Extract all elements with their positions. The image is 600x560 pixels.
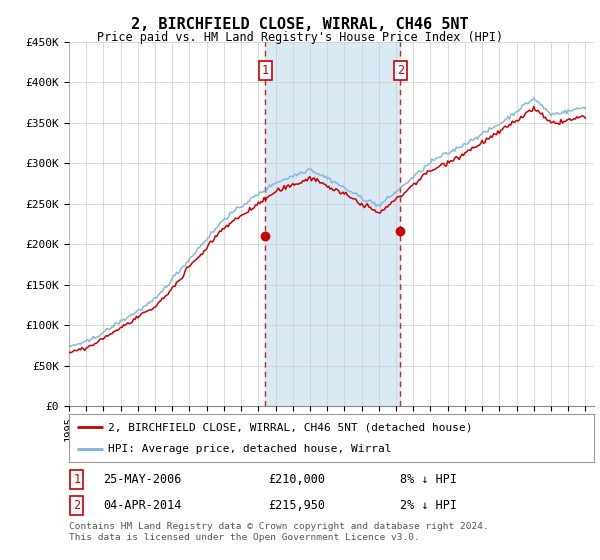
Text: £215,950: £215,950 — [269, 499, 325, 512]
Text: 04-APR-2014: 04-APR-2014 — [103, 499, 182, 512]
Bar — [265, 42, 400, 406]
Text: HPI: Average price, detached house, Wirral: HPI: Average price, detached house, Wirr… — [109, 444, 392, 454]
Text: 1: 1 — [262, 64, 269, 77]
Text: Contains HM Land Registry data © Crown copyright and database right 2024.
This d: Contains HM Land Registry data © Crown c… — [69, 522, 489, 542]
Text: 2: 2 — [397, 64, 404, 77]
Text: 2, BIRCHFIELD CLOSE, WIRRAL, CH46 5NT: 2, BIRCHFIELD CLOSE, WIRRAL, CH46 5NT — [131, 17, 469, 32]
Text: £210,000: £210,000 — [269, 473, 325, 486]
Text: 2, BIRCHFIELD CLOSE, WIRRAL, CH46 5NT (detached house): 2, BIRCHFIELD CLOSE, WIRRAL, CH46 5NT (d… — [109, 422, 473, 432]
Text: 2: 2 — [73, 499, 80, 512]
Text: 1: 1 — [73, 473, 80, 486]
Text: 2% ↓ HPI: 2% ↓ HPI — [400, 499, 457, 512]
Text: Price paid vs. HM Land Registry's House Price Index (HPI): Price paid vs. HM Land Registry's House … — [97, 31, 503, 44]
Text: 25-MAY-2006: 25-MAY-2006 — [103, 473, 182, 486]
Text: 8% ↓ HPI: 8% ↓ HPI — [400, 473, 457, 486]
